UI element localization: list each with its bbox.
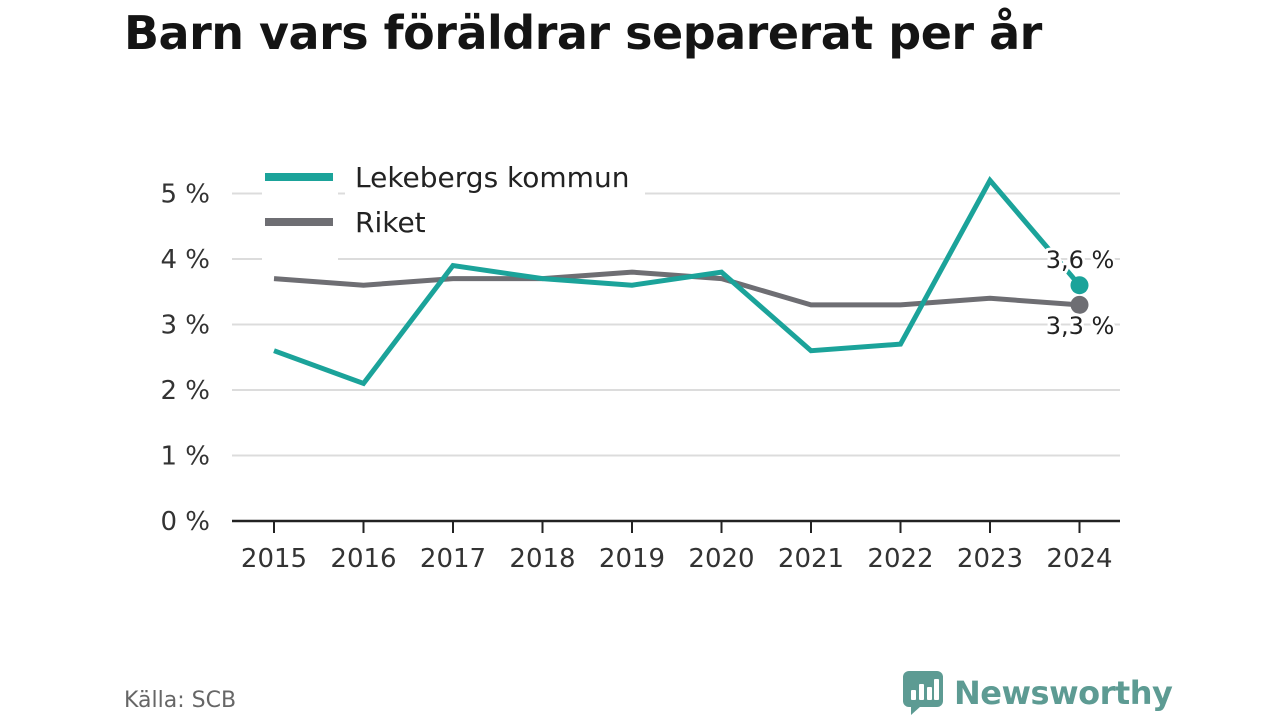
x-tick-label: 2019 [599, 544, 665, 574]
end-labels: 3,6 % 3,3 % [1043, 243, 1118, 343]
series-end-point [1070, 295, 1089, 314]
series-line-riket [273, 269, 1080, 308]
y-axis-tick-labels: 0 % 1 % 2 % 3 % 4 % 5 % [160, 180, 210, 538]
x-tick-label: 2018 [509, 544, 575, 574]
series-lines [273, 176, 1089, 387]
y-tick-label: 2 % [160, 376, 210, 406]
x-tick-label: 2020 [688, 544, 754, 574]
legend-label: Lekebergs kommun [355, 161, 629, 194]
x-tick-label: 2024 [1046, 544, 1112, 574]
x-axis [232, 519, 1120, 533]
gridlines [232, 192, 1120, 457]
brand-logo: Newsworthy [902, 670, 1173, 716]
x-axis-tick-labels: 2015 2016 2017 2018 2019 2020 2021 2022 2023 2024 [241, 544, 1113, 574]
y-tick-label: 0 % [160, 507, 210, 537]
x-tick-label: 2016 [330, 544, 396, 574]
source-note: Källa: SCB [124, 688, 237, 713]
legend-background [345, 198, 645, 240]
series-line-lekeberg [273, 176, 1082, 387]
x-tick-label: 2022 [867, 544, 933, 574]
x-tick-label: 2017 [420, 544, 486, 574]
series-end-point [1070, 276, 1089, 295]
legend-background [345, 153, 645, 195]
legend-label: Riket [355, 206, 426, 239]
end-label: 3,6 % [1046, 246, 1115, 274]
y-tick-label: 4 % [160, 245, 210, 275]
x-tick-label: 2021 [778, 544, 844, 574]
y-tick-label: 1 % [160, 442, 210, 472]
bar-chart-speech-bubble-icon [903, 671, 943, 715]
brand-name: Newsworthy [954, 674, 1173, 712]
y-tick-label: 5 % [160, 180, 210, 210]
y-tick-label: 3 % [160, 311, 210, 341]
x-tick-label: 2023 [957, 544, 1023, 574]
x-tick-label: 2015 [241, 544, 307, 574]
end-label: 3,3 % [1046, 312, 1115, 340]
legend: Lekebergs kommun Riket [262, 153, 645, 260]
chart-title: Barn vars föräldrar separerat per år [124, 6, 1042, 60]
